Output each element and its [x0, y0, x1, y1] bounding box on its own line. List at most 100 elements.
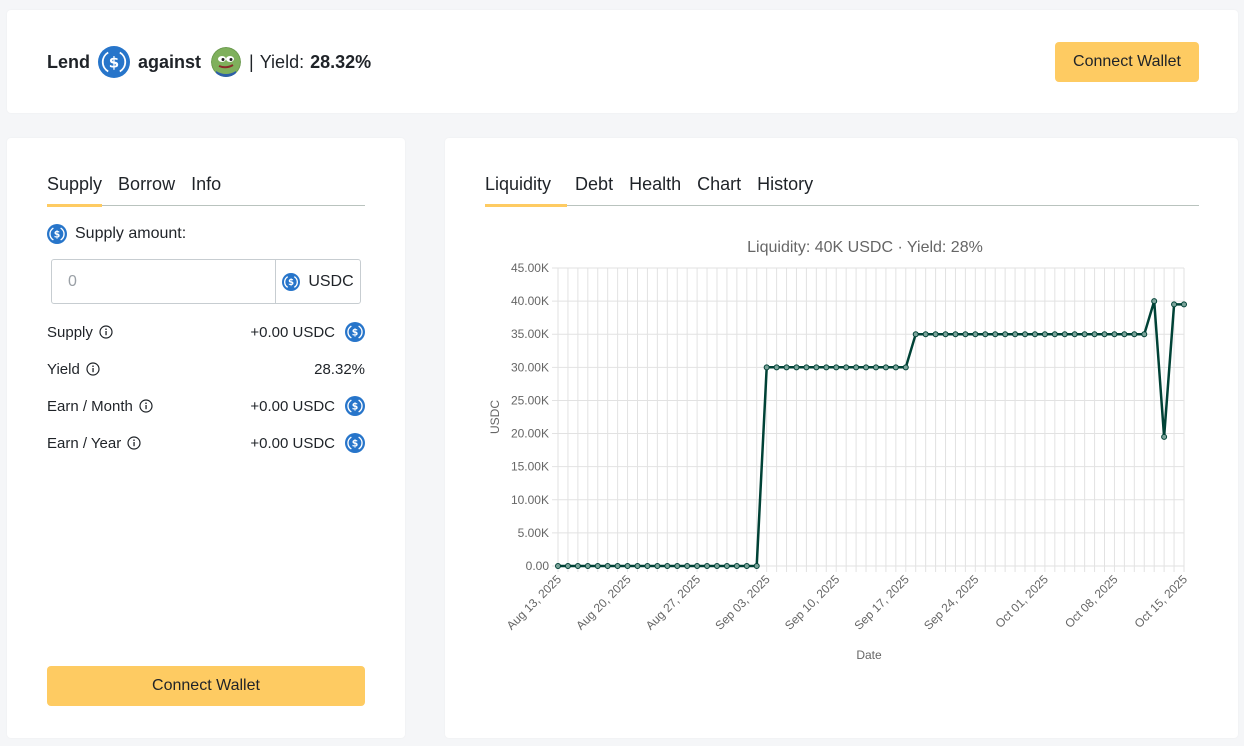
data-point	[1111, 331, 1118, 338]
svg-text:$: $	[54, 229, 61, 240]
data-point	[863, 364, 870, 371]
usdc-icon: $	[282, 272, 301, 291]
data-point	[743, 563, 750, 569]
data-point	[882, 364, 889, 371]
data-point	[1012, 331, 1019, 338]
data-point	[773, 364, 780, 371]
info-icon[interactable]	[127, 436, 141, 450]
tab-liquidity[interactable]: Liquidity	[485, 175, 568, 207]
market-stats-tabs: Liquidity Debt Health Chart History	[485, 174, 1199, 207]
connect-wallet-button[interactable]: Connect Wallet	[1055, 42, 1199, 82]
x-tick-label: Oct 01, 2025	[993, 572, 1052, 631]
tab-borrow[interactable]: Borrow	[118, 174, 176, 194]
data-point	[892, 364, 899, 371]
tab-info[interactable]: Info	[191, 174, 222, 194]
yield-value: 28.32%	[310, 51, 372, 72]
y-tick-label: 5.00K	[518, 526, 549, 540]
data-point	[694, 563, 701, 569]
data-point	[1161, 433, 1168, 440]
y-tick-label: 25.00K	[511, 393, 549, 407]
data-point	[853, 364, 860, 371]
earn-month-row: Earn / Month +0.00 USDC $	[47, 394, 365, 418]
data-point	[723, 563, 730, 569]
info-icon[interactable]	[86, 362, 100, 376]
info-icon[interactable]	[139, 399, 153, 413]
data-point	[604, 563, 611, 569]
data-point	[1101, 331, 1108, 338]
y-tick-label: 0.00	[526, 559, 550, 573]
data-point	[1002, 331, 1009, 338]
data-point	[614, 563, 621, 569]
lend-label: Lend	[47, 51, 90, 72]
y-tick-label: 15.00K	[511, 460, 549, 474]
x-tick-label: Sep 03, 2025	[712, 572, 773, 633]
data-point	[713, 563, 720, 569]
data-point	[1051, 331, 1058, 338]
liquidity-chart: Liquidity: 40K USDC · Yield: 28% 0.00 5.00…	[488, 239, 1190, 662]
data-point	[1171, 301, 1178, 308]
usdc-icon: $	[47, 224, 67, 244]
tab-health[interactable]: Health	[629, 174, 682, 194]
data-point	[1131, 331, 1138, 338]
tab-chart[interactable]: Chart	[697, 174, 742, 194]
x-tick-label: Aug 27, 2025	[643, 572, 704, 633]
data-point	[1141, 331, 1148, 338]
tab-history[interactable]: History	[757, 174, 814, 194]
supply-panel: Supply Borrow Info $ Supply amount: $ US…	[7, 138, 405, 738]
data-point	[684, 563, 691, 569]
data-point	[1022, 331, 1029, 338]
data-point	[624, 563, 631, 569]
x-tick-label: Aug 13, 2025	[504, 572, 565, 633]
data-point	[982, 331, 989, 338]
amount-unit: $ USDC	[275, 260, 360, 303]
data-point	[783, 364, 790, 371]
data-point	[813, 364, 820, 371]
data-point	[574, 563, 581, 569]
data-point	[594, 563, 601, 569]
supply-amount-label: Supply amount:	[75, 225, 187, 242]
amount-unit-label: USDC	[308, 272, 354, 290]
x-tick-label: Sep 24, 2025	[921, 572, 982, 633]
tab-supply[interactable]: Supply	[47, 175, 110, 207]
y-tick-label: 40.00K	[511, 294, 549, 308]
data-point	[753, 563, 760, 569]
data-point	[872, 364, 879, 371]
market-title: Lend $ against | Yield: 28.32%	[47, 46, 371, 78]
tab-debt[interactable]: Debt	[575, 174, 614, 194]
info-icon[interactable]	[99, 325, 113, 339]
yield-row: Yield 28.32%	[47, 357, 365, 381]
data-point	[644, 563, 651, 569]
data-point	[972, 331, 979, 338]
data-point	[833, 364, 840, 371]
connect-wallet-button[interactable]: Connect Wallet	[47, 666, 365, 706]
supply-row-value: +0.00 USDC	[250, 323, 335, 341]
earn-month-value: +0.00 USDC	[250, 397, 335, 415]
header-card: Lend $ against | Yield: 28.32% Connect W…	[7, 10, 1238, 113]
title-separator: |	[249, 51, 254, 72]
data-point	[584, 563, 591, 569]
data-point	[823, 364, 830, 371]
earn-month-label: Earn / Month	[47, 397, 133, 415]
earn-year-value: +0.00 USDC	[250, 434, 335, 452]
chart-title: Liquidity: 40K USDC · Yield: 28%	[747, 239, 983, 256]
supply-row: Supply +0.00 USDC $	[47, 320, 365, 344]
data-point	[564, 563, 571, 569]
data-point	[922, 331, 929, 338]
earn-year-label: Earn / Year	[47, 434, 122, 452]
data-point	[942, 331, 949, 338]
data-point	[1181, 301, 1187, 308]
supply-amount-input[interactable]	[52, 260, 275, 303]
data-point	[1091, 331, 1098, 338]
data-point	[763, 364, 770, 371]
supply-amount-heading: $ Supply amount:	[47, 224, 186, 244]
data-point	[1151, 298, 1158, 305]
y-tick-label: 10.00K	[511, 493, 549, 507]
y-tick-label: 30.00K	[511, 360, 549, 374]
svg-text:$: $	[352, 327, 359, 338]
data-point	[1071, 331, 1078, 338]
yield-row-label: Yield	[47, 360, 80, 378]
usdc-icon: $	[345, 322, 365, 342]
supply-row-label: Supply	[47, 323, 93, 341]
data-point	[674, 563, 681, 569]
y-tick-label: 35.00K	[511, 327, 549, 341]
